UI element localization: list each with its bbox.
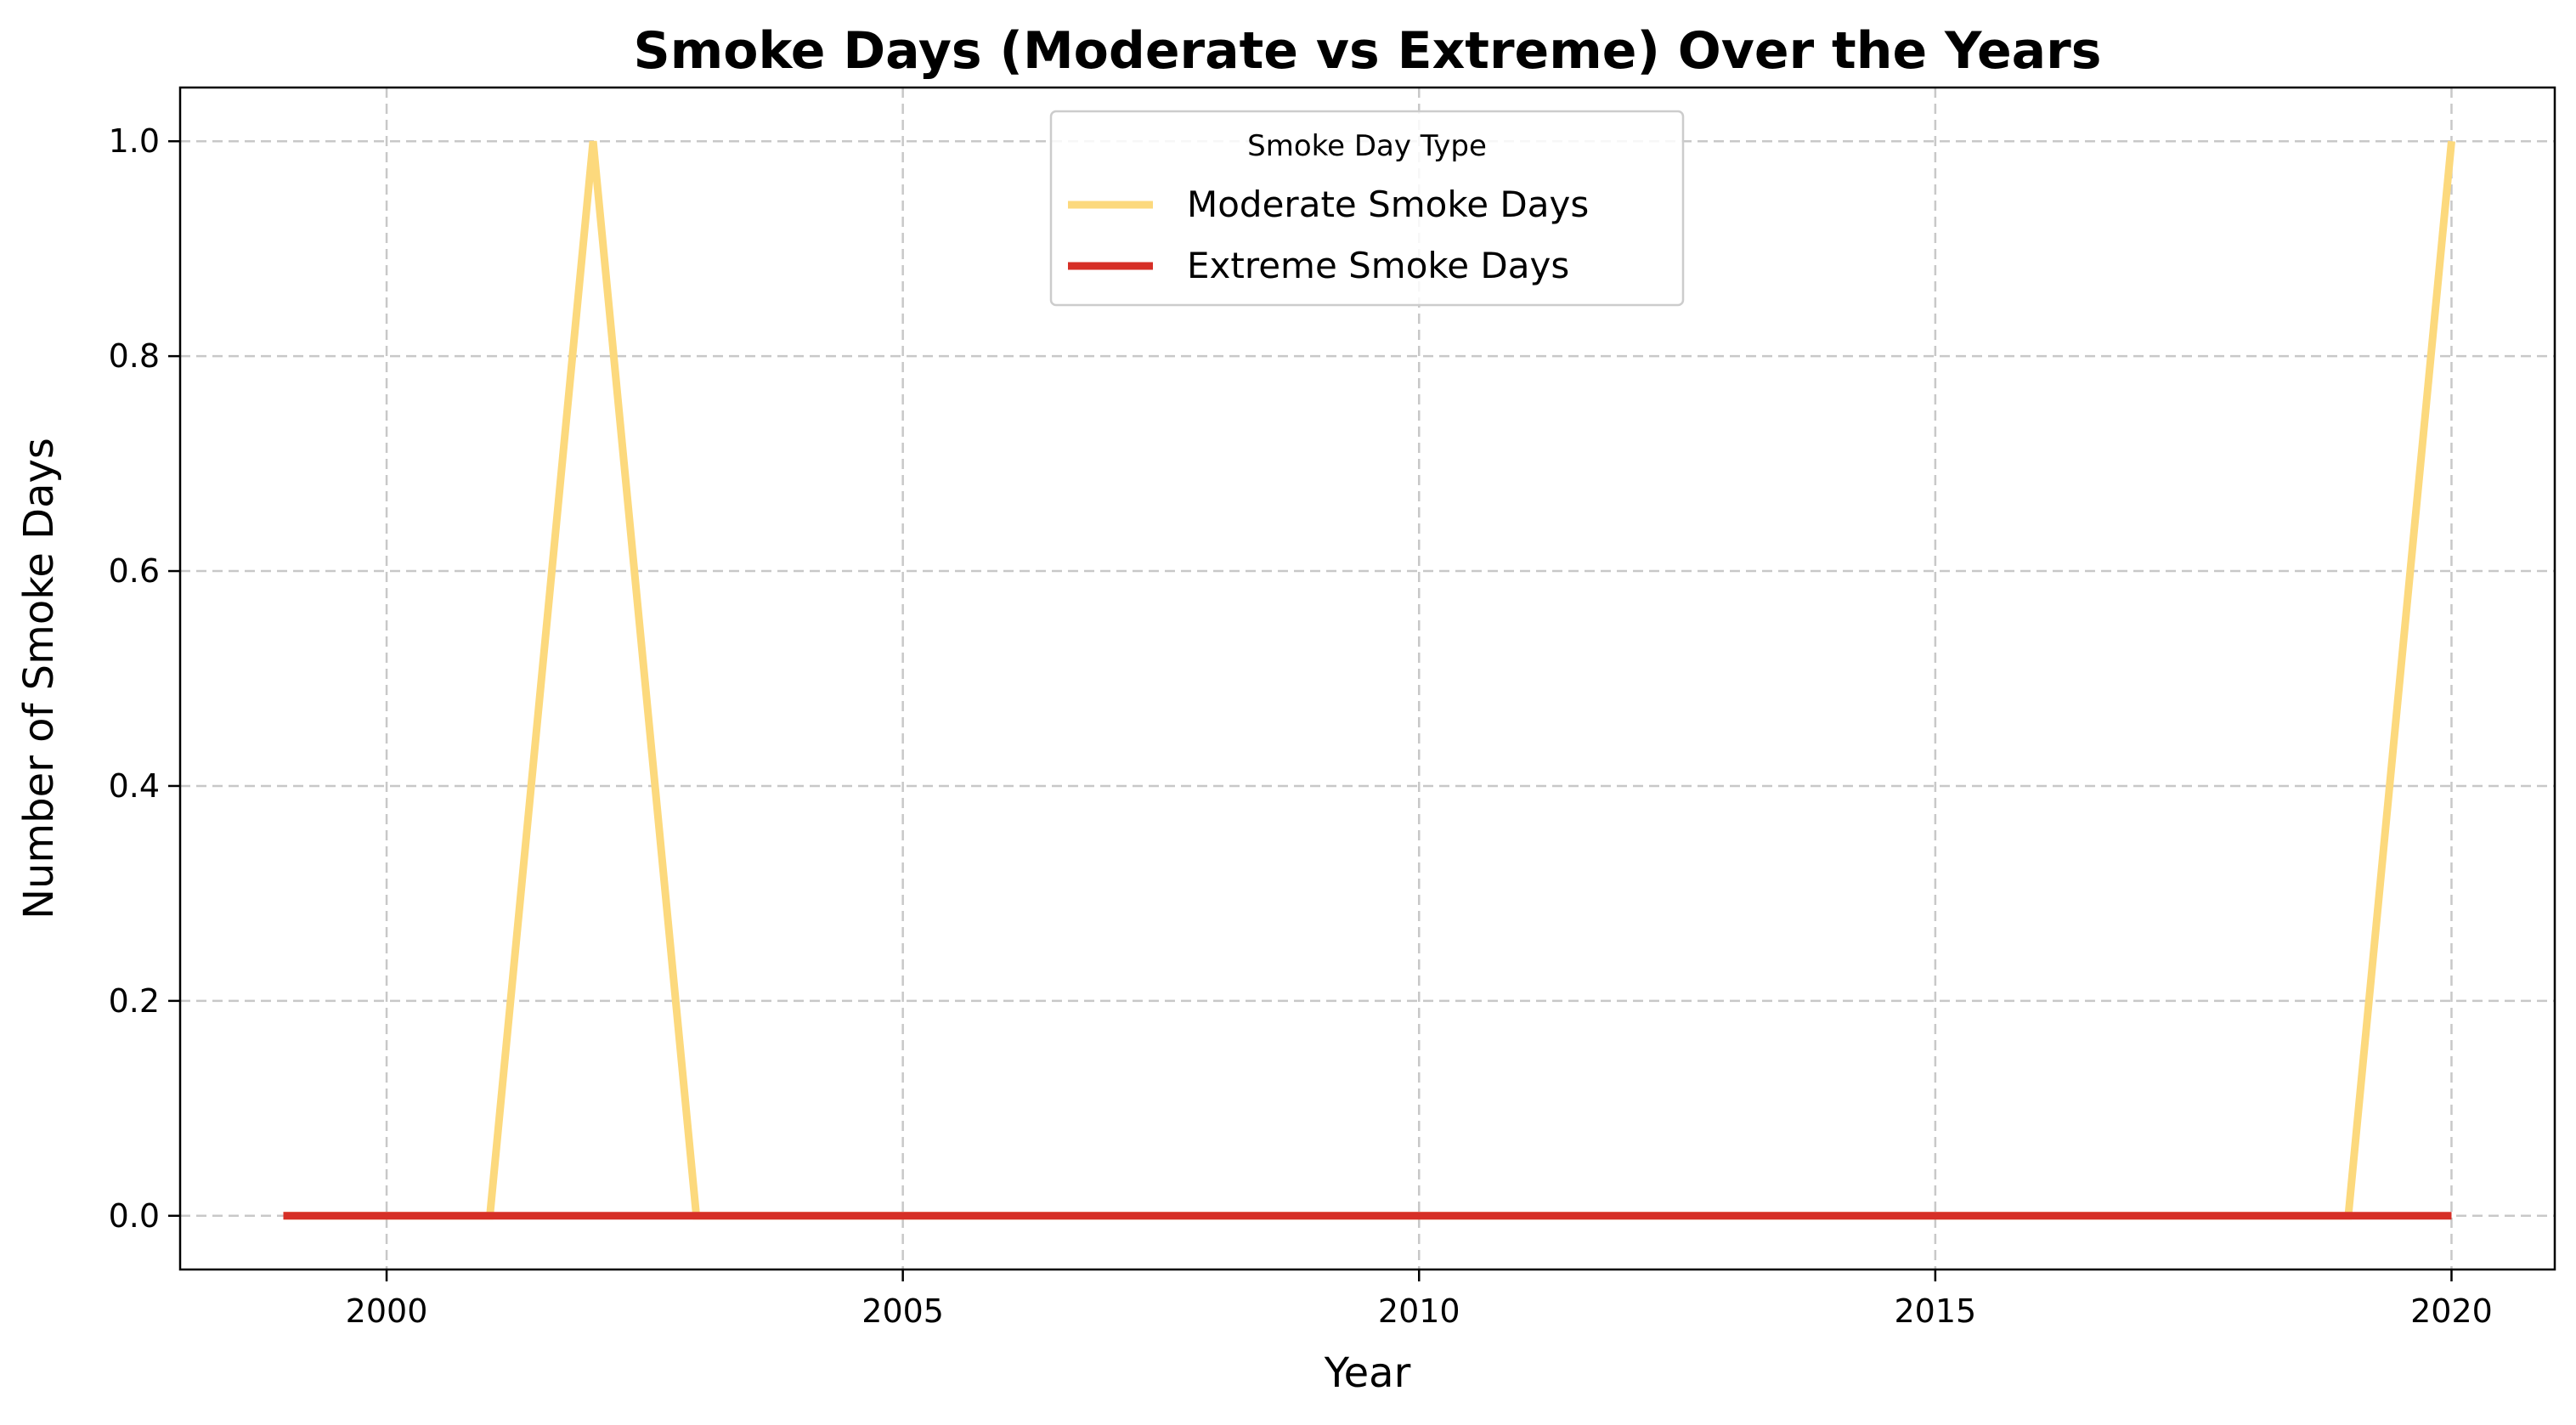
chart-title: Smoke Days (Moderate vs Extreme) Over th… [634, 21, 2102, 81]
x-tick-label: 2015 [1895, 1292, 1977, 1330]
legend: Smoke Day Type Moderate Smoke Days Extrem… [1051, 111, 1683, 305]
legend-label-extreme: Extreme Smoke Days [1187, 245, 1569, 286]
y-tick-label: 0.6 [109, 552, 160, 590]
y-tick-label: 0.8 [109, 337, 160, 375]
x-tick-label: 2020 [2410, 1292, 2493, 1330]
x-axis-label: Year [1324, 1349, 1411, 1397]
x-tick-label: 2010 [1378, 1292, 1460, 1330]
y-tick-label: 1.0 [109, 122, 160, 160]
x-tick-label: 2005 [861, 1292, 944, 1330]
x-tick-label: 2000 [346, 1292, 428, 1330]
y-tick-label: 0.4 [109, 767, 160, 805]
legend-label-moderate: Moderate Smoke Days [1187, 184, 1589, 225]
y-tick-label: 0.2 [109, 982, 160, 1020]
y-tick-label: 0.0 [109, 1197, 160, 1235]
legend-title: Smoke Day Type [1247, 129, 1487, 163]
y-axis-label: Number of Smoke Days [15, 438, 63, 919]
